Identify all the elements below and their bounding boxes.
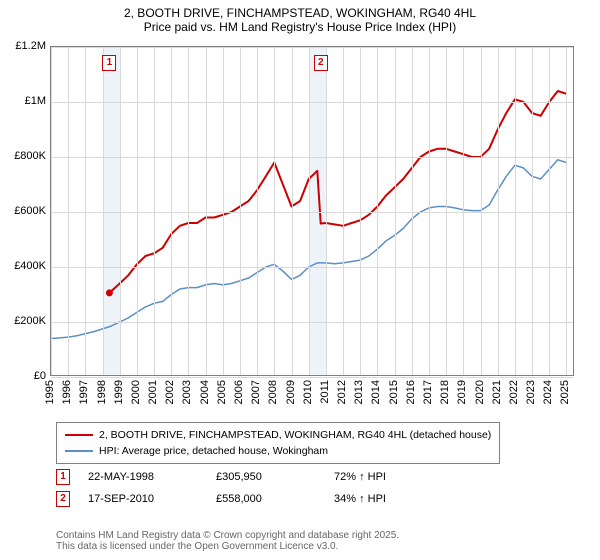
x-tick-label: 2005: [216, 380, 228, 404]
y-tick-label: £1M: [4, 95, 46, 107]
chart-title: 2, BOOTH DRIVE, FINCHAMPSTEAD, WOKINGHAM…: [0, 0, 600, 36]
y-tick-label: £0: [4, 370, 46, 382]
legend-swatch-price: [65, 434, 93, 436]
sale-row-2: 2 17-SEP-2010 £558,000 34% ↑ HPI: [56, 488, 574, 510]
x-tick-label: 2011: [319, 380, 331, 404]
x-tick-label: 2013: [353, 380, 365, 404]
x-tick-label: 2003: [181, 380, 193, 404]
x-tick-label: 2000: [130, 380, 142, 404]
sale-price-2: £558,000: [216, 493, 316, 505]
sale-pct-1: 72% ↑ HPI: [334, 471, 454, 483]
legend-label-hpi: HPI: Average price, detached house, Woki…: [99, 445, 328, 457]
sale-marker-1: 1: [56, 469, 70, 485]
sales-table: 1 22-MAY-1998 £305,950 72% ↑ HPI 2 17-SE…: [56, 466, 574, 510]
x-tick-label: 2002: [164, 380, 176, 404]
x-tick-label: 2010: [302, 380, 314, 404]
x-tick-label: 2004: [199, 380, 211, 404]
y-tick-label: £1.2M: [4, 40, 46, 52]
x-tick-label: 2007: [250, 380, 262, 404]
x-tick-label: 2021: [491, 380, 503, 404]
footnote-line-1: Contains HM Land Registry data © Crown c…: [56, 530, 590, 541]
sale-date-2: 17-SEP-2010: [88, 493, 198, 505]
sale-marker-2: 2: [56, 491, 70, 507]
chart-marker-2: 2: [314, 55, 328, 71]
x-tick-label: 2001: [147, 380, 159, 404]
sale-date-1: 22-MAY-1998: [88, 471, 198, 483]
footnote-line-2: This data is licensed under the Open Gov…: [56, 541, 590, 552]
sale-row-1: 1 22-MAY-1998 £305,950 72% ↑ HPI: [56, 466, 574, 488]
x-tick-label: 2023: [525, 380, 537, 404]
title-line-2: Price paid vs. HM Land Registry's House …: [10, 20, 590, 34]
x-tick-label: 2017: [422, 380, 434, 404]
x-tick-label: 1998: [96, 380, 108, 404]
x-tick-label: 2022: [508, 380, 520, 404]
y-tick-label: £800K: [4, 150, 46, 162]
y-tick-label: £400K: [4, 260, 46, 272]
legend-item-price: 2, BOOTH DRIVE, FINCHAMPSTEAD, WOKINGHAM…: [65, 427, 491, 443]
y-tick-label: £200K: [4, 315, 46, 327]
y-tick-label: £600K: [4, 205, 46, 217]
footnote: Contains HM Land Registry data © Crown c…: [56, 530, 590, 552]
chart-plot-area: 12: [50, 46, 574, 376]
x-tick-label: 2019: [456, 380, 468, 404]
x-tick-label: 2025: [559, 380, 571, 404]
legend-label-price: 2, BOOTH DRIVE, FINCHAMPSTEAD, WOKINGHAM…: [99, 429, 491, 441]
sale-price-1: £305,950: [216, 471, 316, 483]
chart-marker-1: 1: [102, 55, 116, 71]
x-tick-label: 2016: [405, 380, 417, 404]
x-tick-label: 1996: [61, 380, 73, 404]
legend-box: 2, BOOTH DRIVE, FINCHAMPSTEAD, WOKINGHAM…: [56, 422, 500, 464]
x-tick-label: 2020: [474, 380, 486, 404]
title-line-1: 2, BOOTH DRIVE, FINCHAMPSTEAD, WOKINGHAM…: [10, 6, 590, 20]
x-tick-label: 2018: [439, 380, 451, 404]
x-tick-label: 2012: [336, 380, 348, 404]
legend-item-hpi: HPI: Average price, detached house, Woki…: [65, 443, 491, 459]
chart-svg: [51, 47, 573, 375]
x-tick-label: 2014: [370, 380, 382, 404]
x-tick-label: 2009: [285, 380, 297, 404]
x-tick-label: 2015: [388, 380, 400, 404]
x-tick-label: 1997: [78, 380, 90, 404]
x-tick-label: 2024: [542, 380, 554, 404]
x-tick-label: 2008: [267, 380, 279, 404]
x-tick-label: 1999: [113, 380, 125, 404]
x-tick-label: 2006: [233, 380, 245, 404]
legend-swatch-hpi: [65, 450, 93, 452]
x-tick-label: 1995: [44, 380, 56, 404]
sale-pct-2: 34% ↑ HPI: [334, 493, 454, 505]
